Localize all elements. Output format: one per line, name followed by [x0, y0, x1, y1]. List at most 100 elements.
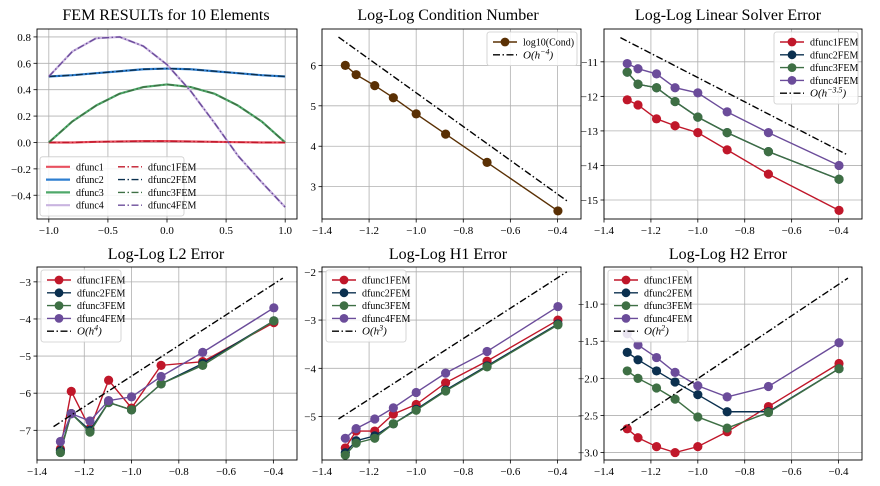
data-point — [622, 95, 632, 105]
x-tick-label: −1.0 — [122, 466, 142, 478]
data-point — [722, 392, 732, 402]
y-tick-label: −0.2 — [11, 164, 31, 176]
data-point — [441, 368, 451, 378]
y-tick-label: 0.0 — [17, 137, 31, 149]
data-point — [622, 424, 632, 434]
data-point — [411, 387, 421, 398]
data-point — [693, 381, 703, 391]
legend-label: dfunc1FEM — [810, 38, 858, 49]
panel-title: Log-Log Linear Solver Error — [635, 7, 822, 24]
legend-item: dfunc2 — [46, 175, 104, 186]
legend-marker — [621, 288, 631, 298]
legend-label: dfunc4FEM — [644, 314, 692, 325]
y-tick-label: 0.8 — [17, 32, 31, 44]
x-tick-label: −0.8 — [735, 466, 755, 478]
legend-box — [486, 31, 578, 66]
legend-marker — [621, 301, 631, 310]
data-point — [722, 128, 732, 138]
legend-box — [773, 31, 859, 105]
legend-label: dfunc3FEM — [810, 63, 858, 74]
x-tick-label: −0.6 — [782, 225, 802, 237]
data-point — [633, 100, 643, 110]
y-tick-label: 4 — [311, 141, 317, 153]
data-point — [388, 93, 398, 103]
reference-slope-line — [53, 277, 284, 428]
legend-item: O(h−3.5) — [780, 86, 847, 100]
x-tick-label: −0.8 — [453, 466, 473, 478]
legend-item: dfunc3FEM — [118, 188, 196, 199]
legend-item: dfunc3FEM — [47, 301, 125, 312]
legend-label: dfunc1FEM — [362, 276, 410, 287]
legend-marker — [54, 275, 64, 285]
legend-label: dfunc3FEM — [644, 301, 692, 312]
x-tick-label: 0.5 — [219, 225, 233, 237]
data-point — [622, 347, 632, 357]
data-point — [622, 58, 632, 69]
data-point — [651, 383, 662, 393]
legend: dfunc1 dfunc2 dfunc3 dfunc4 dfunc1FEM dfunc2F… — [39, 156, 196, 217]
legend-item: dfunc3FEM — [332, 301, 410, 312]
data-point — [340, 60, 350, 70]
legend-item: dfunc3FEM — [780, 63, 858, 74]
x-tick-label: −1.2 — [359, 225, 379, 237]
legend-marker — [339, 301, 349, 310]
y-tick-label: −7 — [19, 425, 31, 437]
x-tick-label: −1.2 — [641, 466, 661, 478]
data-point — [763, 381, 774, 392]
data-point — [651, 352, 662, 363]
legend-item: dfunc4FEM — [47, 314, 125, 325]
series-group — [338, 271, 568, 460]
data-point — [834, 205, 844, 215]
legend-box — [40, 269, 122, 343]
x-tick-label: −0.5 — [98, 225, 118, 237]
y-tick-label: 5 — [311, 101, 317, 113]
data-point — [104, 396, 114, 406]
data-point — [670, 96, 680, 107]
legend-item: dfunc4FEM — [614, 314, 692, 325]
legend-item: dfunc1FEM — [118, 162, 196, 173]
y-tick-label: −11 — [581, 57, 598, 69]
y-tick-label: 0.2 — [17, 111, 31, 123]
legend-label: dfunc3FEM — [77, 301, 125, 312]
legend-marker — [339, 314, 349, 323]
data-point — [126, 405, 137, 415]
reference-slope-line — [620, 277, 849, 431]
data-point — [411, 109, 421, 119]
legend-item: dfunc4FEM — [118, 201, 196, 212]
legend-marker — [787, 76, 797, 85]
legend-label: O(h2) — [644, 324, 669, 338]
series-line-dfunc1fem — [626, 362, 840, 454]
data-point — [670, 394, 680, 404]
legend-box — [39, 156, 185, 217]
data-point — [670, 377, 680, 387]
data-point — [670, 83, 680, 93]
data-point — [351, 424, 361, 434]
panel-condition-number: Log-Log Condition Number −1.4 −1.2 −1.0 −0.… — [311, 7, 582, 237]
data-point — [693, 412, 703, 422]
panel-linear-solver-error: Log-Log Linear Solver Error −1.4 −1.2 −1.0… — [581, 7, 863, 237]
legend-marker — [787, 37, 797, 47]
data-point — [693, 442, 703, 452]
data-point — [156, 371, 166, 382]
data-point — [693, 88, 703, 98]
x-tick-label: 0.0 — [160, 225, 174, 237]
panel-h2-error: Log-Log H2 Error −1.4 −1.2 −1.0 −0.8 −0.6 −0.… — [578, 246, 863, 478]
data-point — [553, 206, 563, 216]
data-point — [126, 392, 137, 402]
x-tick-label: −1.0 — [688, 225, 708, 237]
panel-fem-results: FEM RESULTs for 10 Elements −1.0 −0.5 0.0 0… — [11, 7, 298, 237]
x-tick-label: −0.4 — [547, 466, 567, 478]
x-tick-label: 1.0 — [278, 225, 292, 237]
legend-item: O(h−4) — [493, 47, 554, 61]
data-point — [104, 375, 114, 385]
legend-item: dfunc1FEM — [332, 276, 410, 287]
x-tick-label: −1.0 — [39, 225, 59, 237]
legend-item: dfunc1FEM — [47, 276, 125, 287]
data-point — [370, 414, 380, 424]
axes-frame — [36, 28, 298, 220]
data-point — [269, 303, 279, 313]
series-line-dfunc1fem — [48, 140, 286, 144]
legend-label: dfunc3FEM — [148, 188, 196, 199]
